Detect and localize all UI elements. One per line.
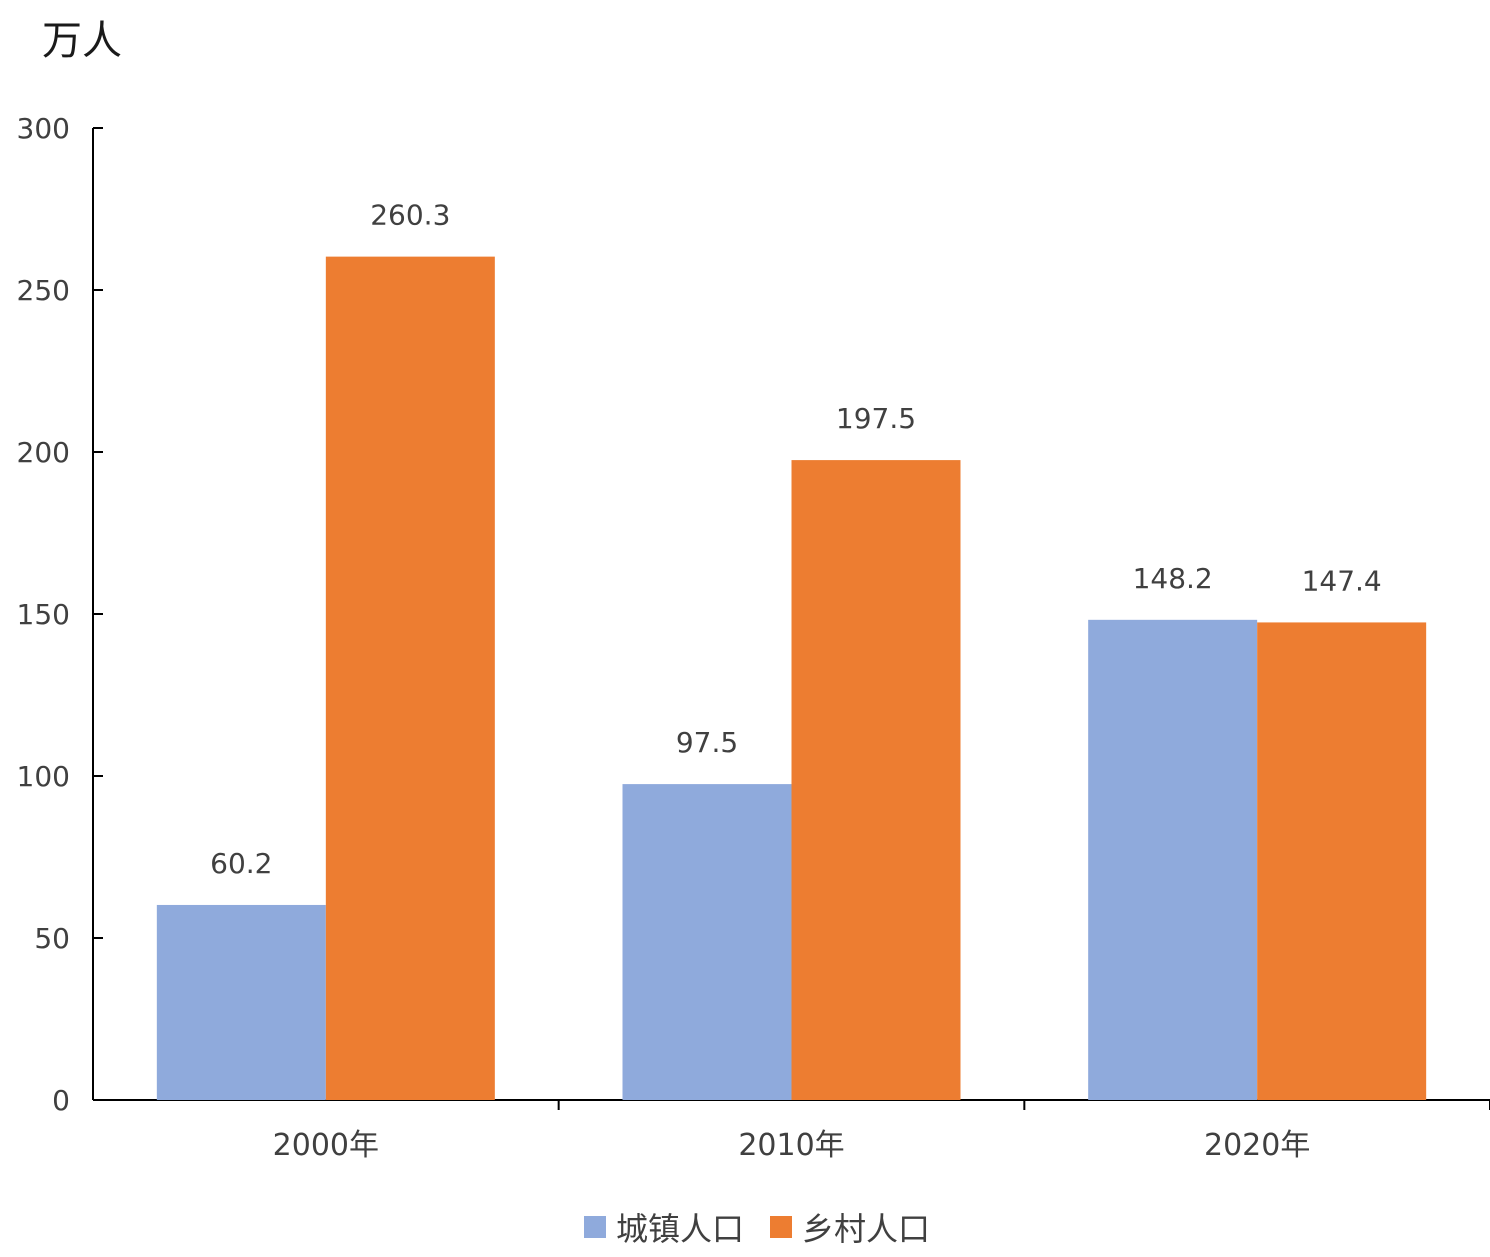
- y-tick-label: 250: [17, 274, 70, 307]
- data-label: 60.2: [210, 847, 272, 880]
- data-label: 148.2: [1133, 562, 1213, 595]
- bar-urban-2: [1088, 619, 1258, 1100]
- bar-urban-0: [156, 904, 326, 1100]
- y-tick-label: 150: [17, 598, 70, 631]
- y-tick-label: 100: [17, 760, 70, 793]
- y-tick-label: 50: [34, 922, 70, 955]
- y-tick-label: 200: [17, 436, 70, 469]
- y-tick-label: 300: [17, 112, 70, 145]
- data-label: 197.5: [836, 402, 916, 435]
- bar-rural-0: [325, 256, 495, 1100]
- bar-rural-2: [1257, 622, 1427, 1100]
- bar-rural-1: [791, 460, 961, 1101]
- x-category-label: 2020年: [1204, 1128, 1310, 1163]
- x-category-label: 2000年: [273, 1128, 379, 1163]
- data-label: 97.5: [676, 726, 738, 759]
- y-tick-label: 0: [52, 1084, 70, 1117]
- legend: 城镇人口 乡村人口: [584, 1210, 930, 1248]
- legend-label-rural: 乡村人口: [802, 1210, 930, 1248]
- axes: 0 50 100 150 200 250 300 2000年 2010年 2020年: [17, 112, 1490, 1163]
- y-axis-unit-label: 万人: [42, 18, 122, 64]
- data-label: 147.4: [1302, 564, 1382, 597]
- bar-urban-1: [622, 784, 792, 1100]
- legend-label-urban: 城镇人口: [616, 1210, 744, 1248]
- x-category-label: 2010年: [738, 1128, 844, 1163]
- legend-swatch-rural: [770, 1216, 792, 1238]
- data-labels: 60.2 260.3 97.5 197.5 148.2 147.4: [210, 199, 1382, 880]
- bars: [156, 256, 1427, 1101]
- legend-swatch-urban: [584, 1216, 606, 1238]
- data-label: 260.3: [370, 199, 450, 232]
